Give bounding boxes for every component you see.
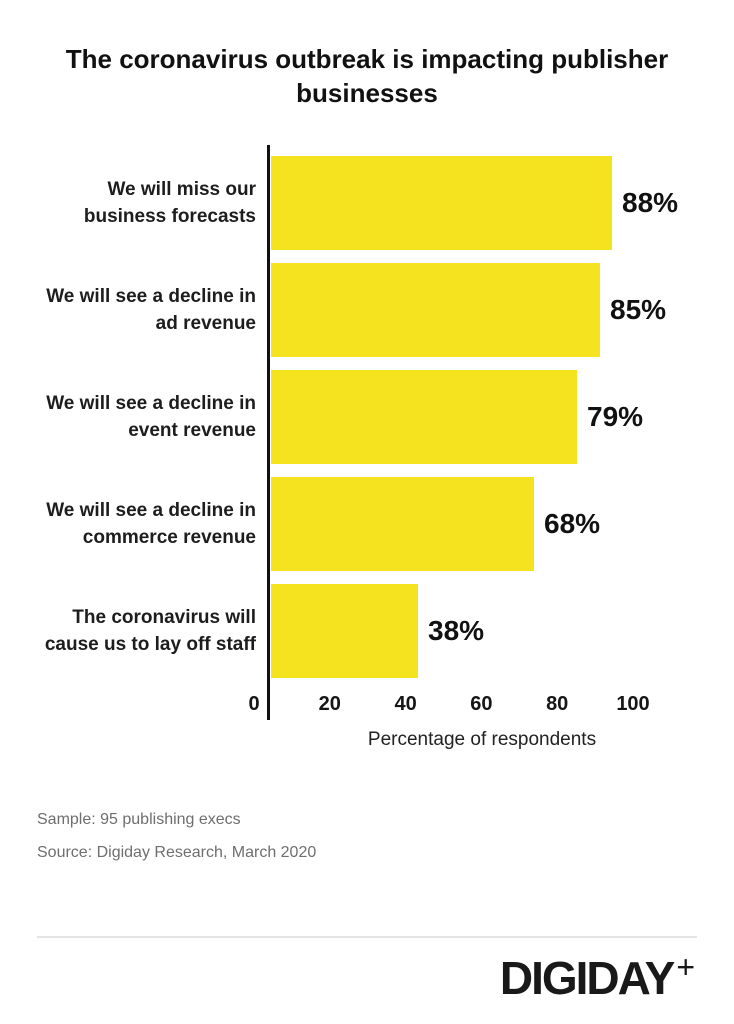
plus-icon: +	[676, 949, 695, 985]
value-label: 79%	[587, 401, 644, 432]
x-tick-label: 20	[318, 693, 341, 715]
category-label: The coronavirus will cause us to lay off…	[44, 607, 256, 655]
category-label: We will miss our business forecasts	[83, 179, 256, 227]
chart-title-line-1: The coronavirus outbreak is impacting pu…	[65, 44, 669, 74]
category-label: We will see a decline in ad revenue	[46, 286, 256, 334]
footer-divider	[37, 936, 697, 938]
digiday-logo: DIGIDAY+	[499, 949, 695, 1005]
x-axis-label: Percentage of respondents	[367, 729, 597, 750]
value-label: 38%	[428, 615, 485, 646]
bar	[271, 156, 612, 250]
value-label: 85%	[610, 294, 667, 325]
category-label: We will see a decline in event revenue	[46, 393, 256, 441]
category-label: We will see a decline in commerce revenu…	[46, 500, 256, 548]
value-label: 68%	[544, 508, 601, 539]
sample-note: Sample: 95 publishing execs	[37, 811, 241, 828]
x-tick-label: 80	[546, 693, 569, 715]
bar	[271, 370, 577, 464]
chart-title: The coronavirus outbreak is impacting pu…	[47, 42, 687, 110]
value-label: 88%	[622, 187, 679, 218]
x-tick-label: 100	[616, 693, 650, 715]
digiday-wordmark: DIGIDAY	[499, 952, 675, 1004]
bar	[271, 584, 418, 678]
bar	[271, 477, 534, 571]
x-tick-label: 40	[394, 693, 417, 715]
chart-title-line-2: businesses	[296, 78, 438, 108]
x-tick-label: 60	[470, 693, 493, 715]
y-axis-line	[267, 145, 270, 720]
source-note: Source: Digiday Research, March 2020	[37, 844, 317, 861]
x-tick-label: 0	[248, 693, 260, 715]
bar	[271, 263, 600, 357]
